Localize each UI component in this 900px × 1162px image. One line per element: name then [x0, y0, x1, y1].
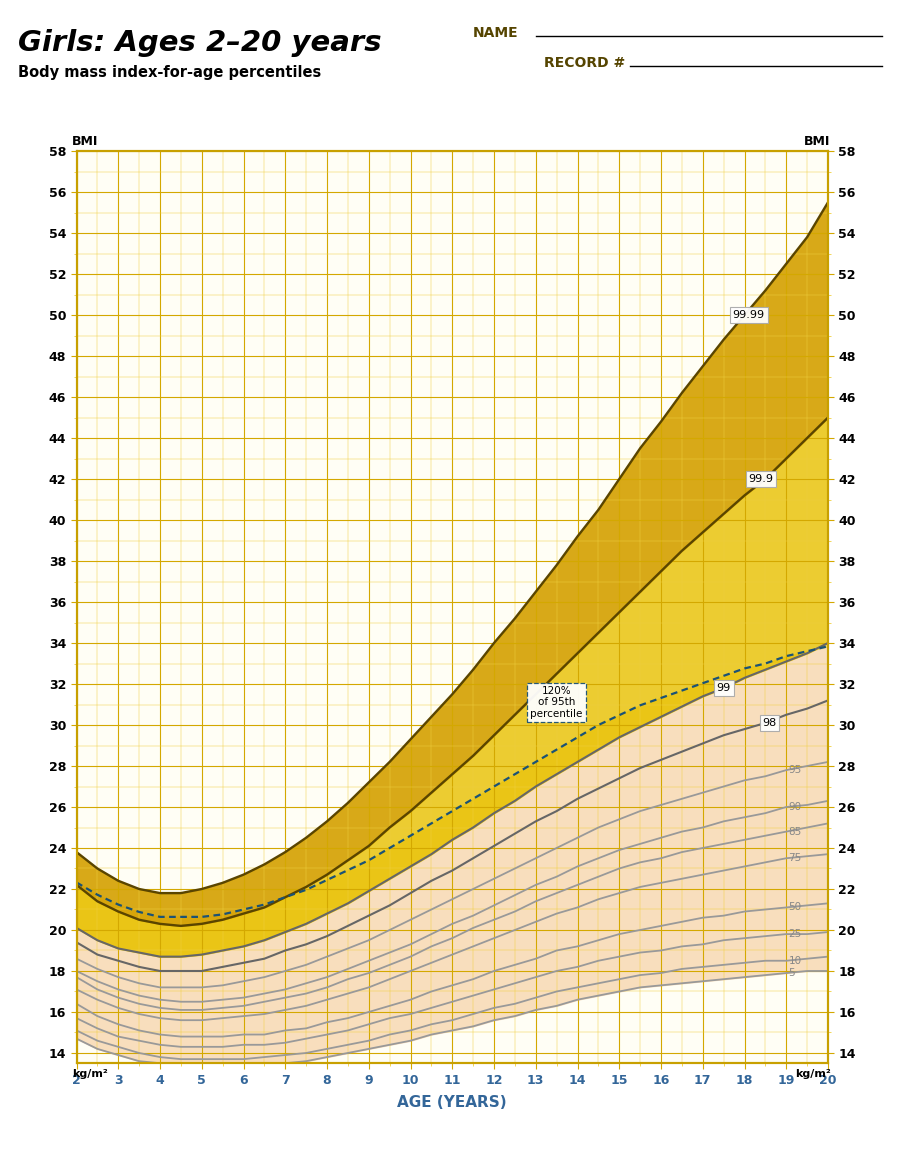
Text: kg/m²: kg/m² [795, 1069, 831, 1079]
Text: 10: 10 [788, 955, 802, 966]
Text: 5: 5 [788, 968, 795, 978]
Text: RECORD #: RECORD # [544, 56, 626, 70]
Text: NAME: NAME [472, 26, 518, 40]
Text: Girls: Ages 2–20 years: Girls: Ages 2–20 years [18, 29, 382, 57]
Text: 120%
of 95th
percentile: 120% of 95th percentile [530, 686, 583, 719]
Text: BMI: BMI [72, 135, 98, 148]
Text: 50: 50 [788, 903, 802, 912]
Text: 75: 75 [788, 853, 802, 863]
X-axis label: AGE (YEARS): AGE (YEARS) [398, 1095, 507, 1110]
Text: 85: 85 [788, 826, 802, 837]
Text: Body mass index-for-age percentiles: Body mass index-for-age percentiles [18, 65, 321, 80]
Text: 99: 99 [716, 683, 731, 693]
Text: 99.99: 99.99 [733, 310, 765, 320]
Text: 90: 90 [788, 802, 802, 812]
Text: 95: 95 [788, 765, 802, 775]
Text: 99.9: 99.9 [749, 474, 774, 485]
Text: BMI: BMI [805, 135, 831, 148]
Text: 25: 25 [788, 930, 802, 939]
Text: kg/m²: kg/m² [72, 1069, 108, 1079]
Text: 98: 98 [762, 718, 777, 727]
